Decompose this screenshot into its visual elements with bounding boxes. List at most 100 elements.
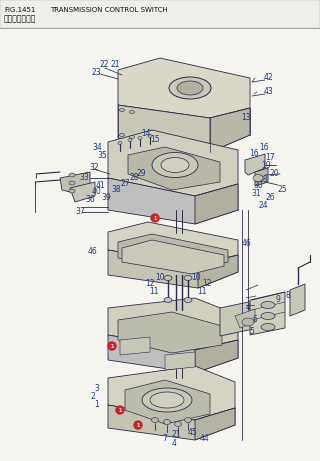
- Polygon shape: [108, 250, 238, 288]
- Polygon shape: [122, 240, 224, 274]
- Text: 12: 12: [145, 279, 155, 289]
- Text: 29: 29: [136, 170, 146, 178]
- Text: 5: 5: [250, 327, 254, 337]
- Text: 12: 12: [202, 279, 212, 289]
- Circle shape: [134, 421, 142, 429]
- Ellipse shape: [184, 276, 192, 280]
- Ellipse shape: [69, 181, 75, 185]
- Text: 3: 3: [95, 384, 100, 392]
- Text: 24: 24: [258, 201, 268, 209]
- Polygon shape: [108, 405, 235, 440]
- Polygon shape: [118, 105, 250, 152]
- Text: 23: 23: [91, 69, 101, 77]
- Polygon shape: [250, 292, 285, 335]
- Polygon shape: [118, 234, 228, 270]
- Polygon shape: [108, 298, 238, 350]
- Polygon shape: [128, 147, 220, 190]
- Text: 36: 36: [85, 195, 95, 205]
- Ellipse shape: [69, 189, 75, 193]
- Polygon shape: [70, 182, 95, 202]
- Text: 9: 9: [276, 296, 280, 305]
- Text: 17: 17: [265, 154, 275, 162]
- Text: 43: 43: [263, 88, 273, 96]
- Circle shape: [116, 406, 124, 414]
- Text: 1: 1: [136, 422, 140, 427]
- Ellipse shape: [150, 392, 184, 408]
- Polygon shape: [255, 168, 268, 186]
- Text: 33: 33: [79, 173, 89, 183]
- Text: 38: 38: [111, 185, 121, 195]
- Text: 10: 10: [191, 272, 201, 282]
- Text: 7: 7: [163, 433, 167, 443]
- Text: 15: 15: [150, 136, 160, 144]
- Text: 变速箱控制开关: 变速箱控制开关: [4, 14, 36, 24]
- Polygon shape: [118, 58, 250, 118]
- Polygon shape: [245, 154, 265, 175]
- Text: 2: 2: [91, 391, 95, 401]
- Polygon shape: [108, 130, 238, 196]
- Text: 39: 39: [101, 194, 111, 202]
- Ellipse shape: [151, 418, 158, 422]
- Text: 1: 1: [110, 343, 114, 349]
- Polygon shape: [108, 178, 238, 224]
- Ellipse shape: [253, 175, 263, 182]
- Polygon shape: [118, 312, 222, 353]
- Bar: [0, 0, 320, 28]
- Text: 4: 4: [245, 303, 251, 313]
- Text: 28: 28: [129, 173, 139, 183]
- Text: 42: 42: [263, 73, 273, 83]
- Text: 13: 13: [241, 112, 251, 122]
- Ellipse shape: [152, 153, 198, 177]
- Ellipse shape: [177, 81, 203, 95]
- Text: 1: 1: [95, 400, 100, 408]
- Text: 41: 41: [95, 181, 105, 189]
- Polygon shape: [125, 380, 210, 424]
- Text: 20: 20: [269, 170, 279, 178]
- Ellipse shape: [261, 324, 275, 331]
- Ellipse shape: [69, 173, 75, 177]
- Text: 22: 22: [99, 60, 109, 70]
- Ellipse shape: [161, 158, 189, 172]
- Text: 16: 16: [259, 143, 269, 153]
- Text: 35: 35: [97, 152, 107, 160]
- Text: 8: 8: [286, 290, 290, 300]
- Polygon shape: [195, 184, 238, 224]
- Text: 18: 18: [258, 176, 268, 184]
- Text: 19: 19: [261, 161, 271, 171]
- Ellipse shape: [142, 388, 192, 412]
- Ellipse shape: [242, 318, 254, 326]
- Text: 1: 1: [153, 215, 157, 220]
- Circle shape: [108, 342, 116, 350]
- Polygon shape: [165, 352, 195, 370]
- Text: 4: 4: [172, 438, 176, 448]
- Text: 46: 46: [241, 240, 251, 248]
- Text: 26: 26: [265, 193, 275, 201]
- Polygon shape: [220, 300, 258, 336]
- Text: 铁甲: 铁甲: [20, 85, 57, 114]
- Polygon shape: [198, 255, 238, 288]
- Text: 46: 46: [88, 248, 98, 256]
- Text: ltheme.com: ltheme.com: [22, 111, 80, 121]
- Text: 11: 11: [197, 286, 207, 296]
- Text: 11: 11: [149, 286, 159, 296]
- Ellipse shape: [261, 301, 275, 308]
- Circle shape: [151, 214, 159, 222]
- Polygon shape: [108, 222, 238, 265]
- Polygon shape: [195, 340, 238, 373]
- Text: 40: 40: [92, 188, 102, 196]
- Text: 14: 14: [141, 130, 151, 138]
- Text: 27: 27: [120, 179, 130, 189]
- Polygon shape: [235, 309, 255, 328]
- Ellipse shape: [130, 111, 134, 113]
- Text: 34: 34: [92, 143, 102, 153]
- Text: 25: 25: [277, 185, 287, 195]
- Ellipse shape: [128, 138, 132, 142]
- Text: 44: 44: [199, 433, 209, 443]
- Polygon shape: [210, 108, 250, 152]
- Text: TRANSMISSION CONTROL SWITCH: TRANSMISSION CONTROL SWITCH: [50, 7, 168, 13]
- Text: 6: 6: [252, 315, 257, 325]
- Ellipse shape: [130, 136, 134, 138]
- Ellipse shape: [169, 77, 211, 99]
- Text: 10: 10: [155, 272, 165, 282]
- Polygon shape: [195, 408, 235, 440]
